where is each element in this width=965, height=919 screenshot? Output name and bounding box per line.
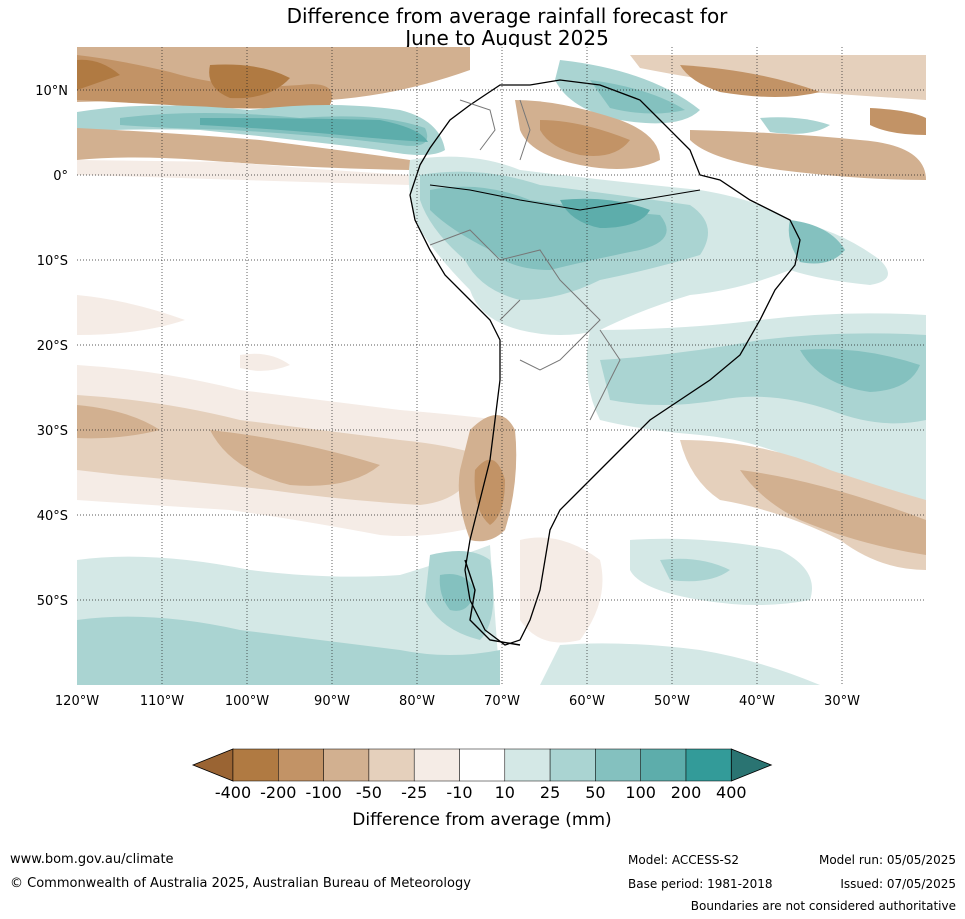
colorbar-tick-label: -200 — [260, 783, 296, 802]
lon-label-70w: 70°W — [484, 694, 520, 709]
lon-label-30w: 30°W — [824, 694, 860, 709]
colorbar-title: Difference from average (mm) — [352, 810, 611, 830]
south-america-coastline — [409, 79, 801, 646]
footer-model: Model: ACCESS-S2 — [628, 853, 740, 867]
footer-model-run: Model run: 05/05/2025 — [818, 853, 956, 867]
colorbar-swatch — [278, 748, 324, 782]
map-title-line2: June to August 2025 — [405, 26, 609, 50]
footer-base-period: Base period: 1981-2018 — [628, 877, 773, 891]
colorbar-arrow-low — [191, 748, 234, 782]
lon-label-90w: 90°W — [314, 694, 350, 709]
lat-label-10n: 10°N — [35, 84, 68, 99]
colorbar-tick-label: -50 — [356, 783, 382, 802]
lat-label-50s: 50°S — [37, 594, 68, 609]
colorbar-tick-label: -10 — [446, 783, 472, 802]
colorbar-swatch — [323, 748, 370, 782]
lon-label-40w: 40°W — [739, 694, 775, 709]
footer-url: www.bom.gov.au/climate — [10, 852, 174, 867]
lat-label-0: 0° — [53, 169, 68, 184]
colorbar-swatch — [549, 748, 596, 782]
rainfall-anomaly-field — [77, 47, 926, 685]
lon-label-60w: 60°W — [569, 694, 605, 709]
colorbar-swatch — [232, 748, 279, 782]
colorbar-swatch — [504, 748, 551, 782]
graticule — [77, 47, 926, 685]
lon-label-80w: 80°W — [399, 694, 435, 709]
colorbar-labels: -400 -200 -100 -50 -25 -10 10 25 50 100 200 400 — [215, 783, 747, 802]
colorbar-tick-label: 400 — [716, 783, 747, 802]
colorbar-swatch — [368, 748, 415, 782]
lon-label-120w: 120°W — [55, 694, 99, 709]
colorbar-tick-label: -400 — [215, 783, 251, 802]
colorbar-swatch — [595, 748, 641, 782]
lon-label-50w: 50°W — [654, 694, 690, 709]
colorbar-tick-label: -100 — [305, 783, 341, 802]
colorbar-tick-label: 100 — [625, 783, 656, 802]
footer-issued: Issued: 07/05/2025 — [840, 877, 956, 891]
lon-label-110w: 110°W — [140, 694, 184, 709]
colorbar-tick-label: 10 — [495, 783, 515, 802]
colorbar-tick-label: 25 — [540, 783, 560, 802]
lat-label-10s: 10°S — [37, 254, 68, 269]
colorbar — [191, 748, 773, 782]
colorbar-swatch — [459, 748, 506, 782]
colorbar-tick-label: -25 — [401, 783, 427, 802]
colorbar-swatch — [640, 748, 687, 782]
lat-label-40s: 40°S — [37, 509, 68, 524]
colorbar-arrow-high — [730, 748, 773, 782]
footer-copyright: © Commonwealth of Australia 2025, Austra… — [10, 876, 471, 891]
latitude-labels: 10°N 0° 10°S 20°S 30°S 40°S 50°S — [35, 84, 68, 609]
lat-label-30s: 30°S — [37, 424, 68, 439]
colorbar-tick-label: 50 — [585, 783, 605, 802]
lat-label-20s: 20°S — [37, 339, 68, 354]
colorbar-swatch — [413, 748, 460, 782]
colorbar-swatch — [685, 748, 732, 782]
colorbar-tick-label: 200 — [671, 783, 702, 802]
map-title-line1: Difference from average rainfall forecas… — [286, 4, 728, 28]
longitude-labels: 120°W 110°W 100°W 90°W 80°W 70°W 60°W 50… — [55, 694, 860, 709]
lon-label-100w: 100°W — [225, 694, 269, 709]
footer-boundaries: Boundaries are not considered authoritat… — [690, 899, 956, 913]
